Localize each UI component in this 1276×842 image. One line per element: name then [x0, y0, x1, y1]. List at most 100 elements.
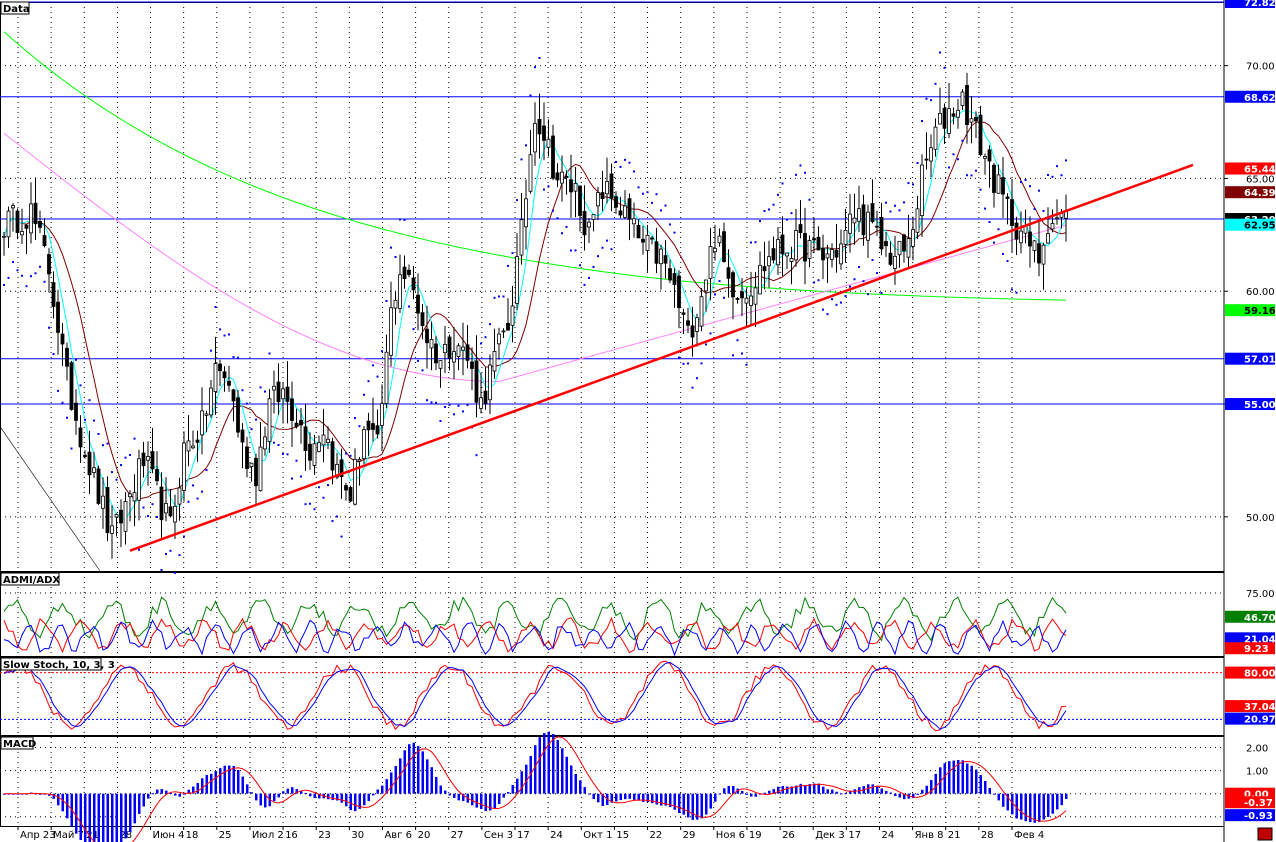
macd-bar — [610, 793, 613, 803]
sar-dot — [349, 454, 352, 457]
candle — [704, 279, 708, 312]
macd-bar — [84, 793, 87, 842]
sar-dot — [336, 515, 338, 518]
candle-body — [366, 420, 371, 431]
candle-body — [6, 210, 11, 238]
candle — [686, 307, 690, 334]
candle — [141, 441, 146, 478]
candle — [263, 426, 267, 456]
macd-bar — [741, 791, 744, 794]
candle — [884, 232, 888, 257]
sar-dot — [1029, 185, 1031, 188]
candle — [182, 431, 186, 502]
macd-bar — [660, 793, 663, 806]
candle — [839, 229, 843, 270]
candle — [668, 259, 672, 284]
candle — [254, 453, 258, 505]
sar-dot — [889, 210, 892, 213]
sar-dot — [291, 477, 293, 480]
sar-dot — [507, 264, 509, 267]
panel-label-box — [0, 736, 34, 750]
sar-dot — [1011, 288, 1013, 291]
sar-dot — [493, 296, 496, 299]
candle-body — [902, 234, 906, 252]
x-tick-label: Май 7 — [53, 830, 84, 841]
macd-bar — [372, 793, 375, 796]
macd-bar — [786, 786, 789, 794]
candle — [735, 297, 740, 304]
candle — [479, 372, 483, 414]
candle — [110, 505, 114, 559]
macd-bar — [1029, 793, 1032, 823]
candle — [101, 477, 105, 529]
sar-dot — [1002, 253, 1004, 256]
candle — [416, 273, 420, 331]
price-tag-bg — [1225, 712, 1275, 725]
candle — [272, 370, 276, 414]
candle-body — [726, 267, 731, 279]
macd-bar — [691, 793, 694, 820]
sar-dot — [120, 464, 122, 467]
sar-dot — [111, 471, 113, 474]
candle — [708, 227, 713, 301]
sar-dot — [138, 548, 140, 551]
candle — [609, 163, 614, 212]
price-tag-bg — [1225, 186, 1275, 199]
candle — [155, 451, 159, 486]
sar-dot — [43, 280, 46, 283]
candle-body — [362, 429, 366, 460]
candle-body — [110, 525, 114, 534]
sar-dot — [70, 447, 73, 450]
candle-body — [965, 84, 969, 126]
macd-bar — [804, 785, 807, 794]
candle-body — [623, 205, 627, 218]
candle — [483, 367, 488, 410]
macd-bar — [165, 790, 168, 794]
candle — [821, 234, 825, 280]
sar-dot — [48, 326, 50, 329]
candle-body — [857, 208, 861, 222]
macd-bar — [727, 785, 730, 794]
macd-bar — [79, 793, 82, 841]
adx-line — [3, 619, 1067, 657]
candle-body — [564, 176, 569, 178]
candle — [623, 190, 627, 220]
sar-dot — [16, 269, 19, 272]
macd-bar — [286, 788, 289, 794]
macd-bar — [156, 789, 159, 794]
candle — [452, 326, 456, 380]
macd-bar — [588, 793, 591, 795]
candle — [762, 241, 767, 290]
sar-dot — [754, 241, 757, 244]
candle — [627, 193, 632, 241]
macd-bar — [912, 793, 915, 799]
macd-bar — [894, 793, 897, 797]
macd-bar — [336, 793, 339, 801]
candle — [654, 227, 659, 274]
candle — [276, 363, 281, 416]
y-tick-label: 2.00 — [1246, 744, 1268, 755]
price-tag: 68.62 — [1244, 93, 1276, 104]
candle-body — [456, 345, 461, 357]
sar-dot — [381, 350, 383, 353]
candle — [42, 218, 47, 248]
candle — [861, 194, 866, 246]
price-tag: 57.01 — [1244, 355, 1276, 366]
macd-bar — [124, 793, 127, 839]
sar-dot — [309, 502, 311, 505]
candle — [470, 347, 474, 391]
candle-body — [492, 351, 497, 372]
macd-bar — [651, 793, 654, 804]
candle-body — [1032, 240, 1037, 251]
x-tick-label: 21 — [948, 830, 961, 841]
candle — [929, 134, 933, 178]
candle-body — [258, 446, 263, 492]
candle — [996, 164, 1001, 194]
candle — [893, 236, 897, 285]
sar-dot — [570, 249, 572, 252]
macd-bar — [97, 793, 100, 842]
candle — [650, 236, 654, 245]
candle-body — [1055, 217, 1059, 220]
x-tick-label: 17 — [517, 830, 530, 841]
